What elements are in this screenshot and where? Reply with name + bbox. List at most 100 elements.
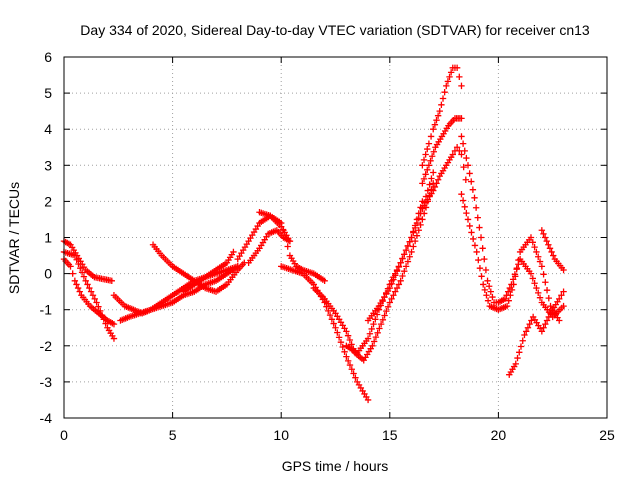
data-point xyxy=(415,227,422,234)
data-point xyxy=(479,281,487,288)
data-point xyxy=(427,133,435,140)
data-point xyxy=(434,176,442,183)
data-point xyxy=(536,294,544,301)
data-point xyxy=(476,264,484,272)
data-point xyxy=(431,183,439,191)
data-point xyxy=(536,258,544,265)
data-point xyxy=(560,266,567,274)
data-point xyxy=(419,198,426,205)
data-point xyxy=(95,303,102,310)
data-point xyxy=(527,234,535,241)
data-point xyxy=(526,320,533,328)
data-point xyxy=(406,253,413,260)
data-point xyxy=(531,280,538,287)
data-point xyxy=(402,246,410,254)
data-point xyxy=(540,324,547,331)
data-point xyxy=(550,252,557,259)
data-point xyxy=(535,289,542,297)
data-point xyxy=(425,162,433,169)
data-point xyxy=(282,234,289,241)
data-point xyxy=(321,277,328,285)
data-point xyxy=(73,256,80,263)
data-point xyxy=(430,126,437,133)
data-point xyxy=(541,234,549,241)
data-point xyxy=(419,180,426,187)
data-point xyxy=(517,343,525,350)
data-point xyxy=(471,194,478,201)
data-point xyxy=(410,228,417,235)
series-track-a xyxy=(60,237,115,285)
data-point xyxy=(461,203,468,211)
data-point xyxy=(344,357,352,365)
y-tick-label: 6 xyxy=(44,49,52,65)
data-point xyxy=(543,237,550,245)
data-point xyxy=(458,151,465,158)
data-point xyxy=(369,342,376,349)
data-point xyxy=(546,245,554,252)
data-point xyxy=(335,334,343,341)
data-point xyxy=(430,169,437,176)
data-point xyxy=(97,307,104,315)
data-point xyxy=(528,317,535,324)
data-point xyxy=(386,299,393,306)
series-track-q xyxy=(419,144,470,212)
data-point xyxy=(383,307,390,315)
data-point xyxy=(529,239,536,246)
data-point xyxy=(82,277,89,285)
data-point xyxy=(390,292,397,299)
data-point xyxy=(508,286,516,294)
data-point xyxy=(503,302,511,310)
data-point xyxy=(433,180,440,187)
data-point xyxy=(87,288,95,295)
data-point xyxy=(399,272,406,280)
x-tick-label: 10 xyxy=(273,427,289,443)
series-track-o xyxy=(419,64,465,169)
data-point xyxy=(415,210,422,217)
data-point xyxy=(521,331,528,339)
x-tick-label: 25 xyxy=(599,427,615,443)
data-point xyxy=(346,361,354,369)
y-tick-label: 0 xyxy=(44,266,52,282)
data-point xyxy=(540,271,547,278)
data-point xyxy=(489,293,496,301)
data-point xyxy=(379,316,387,324)
data-point xyxy=(71,252,79,259)
data-point xyxy=(343,328,350,335)
data-point xyxy=(471,242,479,249)
data-point xyxy=(91,295,98,303)
data-point xyxy=(542,320,549,328)
data-point xyxy=(473,248,480,256)
series-track-g xyxy=(180,248,237,295)
y-tick-label: 5 xyxy=(44,85,52,101)
data-point xyxy=(326,311,334,319)
data-point xyxy=(230,248,237,256)
data-point xyxy=(93,299,100,306)
data-point xyxy=(515,256,522,264)
data-point xyxy=(384,303,392,311)
data-point xyxy=(531,243,538,251)
data-point xyxy=(540,230,547,238)
data-point xyxy=(431,121,439,128)
data-point xyxy=(426,181,433,188)
data-point xyxy=(556,295,563,303)
data-point xyxy=(420,156,428,164)
data-point xyxy=(516,349,523,356)
data-point xyxy=(479,245,486,252)
data-point xyxy=(424,187,432,194)
data-point xyxy=(86,284,93,292)
data-point xyxy=(388,280,395,288)
data-point xyxy=(110,320,118,328)
data-point xyxy=(458,190,465,198)
data-point xyxy=(463,154,470,162)
data-point xyxy=(372,316,379,323)
data-point xyxy=(73,281,80,288)
series-track-k xyxy=(278,263,372,404)
data-point xyxy=(425,140,433,147)
series-track-f xyxy=(149,241,248,295)
y-tick-label: -1 xyxy=(40,302,53,318)
data-point xyxy=(459,197,467,204)
data-point xyxy=(401,267,408,275)
y-tick-label: -4 xyxy=(40,410,53,426)
data-point xyxy=(419,162,426,169)
data-point xyxy=(556,317,563,324)
